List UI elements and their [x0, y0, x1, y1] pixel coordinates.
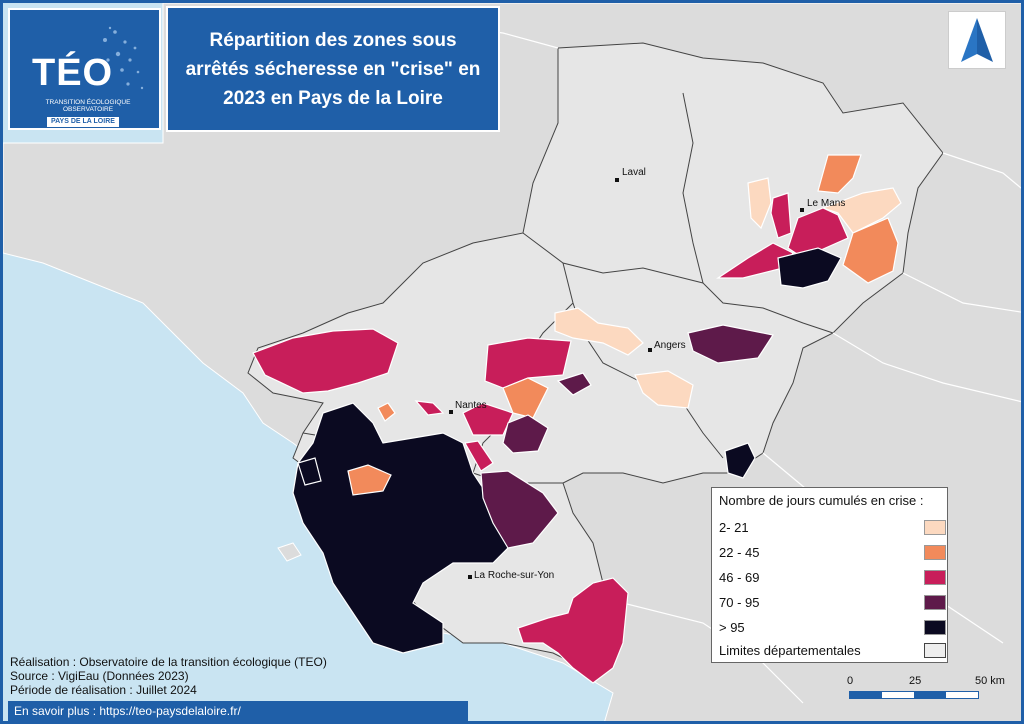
legend-swatch [924, 545, 946, 560]
zone-crimson [464, 440, 494, 472]
north-arrow [948, 11, 1006, 69]
legend-swatch [924, 520, 946, 535]
legend-swatch [924, 595, 946, 610]
zone-orange [502, 377, 549, 419]
legend-row: Limites départementales [719, 641, 946, 661]
legend-boundary-label: Limites départementales [719, 643, 861, 658]
legend-row: 70 - 95 [719, 593, 946, 613]
zone-crimson [414, 400, 445, 416]
legend-title: Nombre de jours cumulés en crise : [719, 493, 924, 508]
legend-swatch [924, 570, 946, 585]
zone-crimson [716, 242, 794, 279]
logo-region: PAYS DE LA LOIRE [47, 117, 119, 127]
island-noirmoutier [277, 542, 302, 562]
zone-light [634, 370, 694, 409]
zone-orange [817, 154, 862, 194]
zone-purple [687, 324, 774, 364]
zone-black [777, 247, 842, 289]
zone-crimson [787, 207, 849, 259]
city-markers: Laval Le Mans Angers Nantes La Roche-sur… [449, 167, 845, 581]
city-laval: Laval [622, 167, 646, 178]
scale-segment [914, 692, 946, 698]
zone-crimson [252, 328, 399, 394]
legend-label: 70 - 95 [719, 595, 760, 610]
zone-crimson [484, 337, 572, 389]
crisis-zones [252, 154, 902, 684]
teo-logo: TÉO TRANSITION ÉCOLOGIQUE OBSERVATOIRE P… [8, 8, 161, 130]
north-arrow-icon [961, 18, 993, 62]
zone-black [297, 457, 322, 486]
credit-line: Réalisation : Observatoire de la transit… [10, 655, 327, 669]
zone-black [724, 442, 756, 479]
logo-dots-graphic [103, 26, 144, 90]
zone-light [821, 187, 902, 234]
legend-label: 2- 21 [719, 520, 749, 535]
city-le-mans: Le Mans [807, 198, 845, 209]
zone-crimson [517, 577, 629, 684]
city-angers: Angers [654, 340, 686, 351]
legend-swatch [924, 620, 946, 635]
credits: Réalisation : Observatoire de la transit… [10, 655, 327, 697]
zone-crimson [770, 192, 792, 239]
legend: Nombre de jours cumulés en crise : 2- 21… [711, 487, 948, 663]
legend-label: > 95 [719, 620, 745, 635]
map-title: Répartition des zones sous arrêtés séche… [185, 29, 481, 109]
zone-orange [377, 402, 396, 422]
credit-line: Période de réalisation : Juillet 2024 [10, 683, 197, 697]
city-la-roche-sur-yon: La Roche-sur-Yon [474, 570, 554, 581]
zone-light [747, 177, 772, 230]
logo-wordmark: TÉO [32, 52, 114, 94]
scale-label-0: 0 [847, 675, 854, 687]
legend-swatch-boundary [924, 643, 946, 658]
legend-row: 22 - 45 [719, 543, 946, 563]
legend-row: 2- 21 [719, 518, 946, 538]
zone-purple [556, 372, 592, 396]
zone-orange [842, 217, 899, 284]
legend-row: 46 - 69 [719, 568, 946, 588]
scale-label-25: 25 [909, 675, 922, 687]
logo-subtitle: TRANSITION ÉCOLOGIQUE OBSERVATOIRE [45, 99, 131, 113]
zone-orange [347, 464, 392, 496]
scale-segment [850, 692, 882, 698]
more-info-link[interactable]: En savoir plus : https://teo-paysdelaloi… [8, 701, 468, 721]
legend-row: > 95 [719, 618, 946, 638]
map-title-box: Répartition des zones sous arrêtés séche… [166, 6, 500, 132]
zone-black [292, 402, 514, 654]
scale-label-50: 50 km [975, 675, 1005, 687]
zone-purple [480, 470, 559, 549]
zone-purple [502, 414, 549, 454]
scale-bar [849, 691, 979, 699]
zone-light [554, 307, 644, 356]
credit-line: Source : VigiEau (Données 2023) [10, 669, 189, 683]
legend-label: 22 - 45 [719, 545, 760, 560]
city-nantes: Nantes [455, 400, 487, 411]
legend-label: 46 - 69 [719, 570, 760, 585]
